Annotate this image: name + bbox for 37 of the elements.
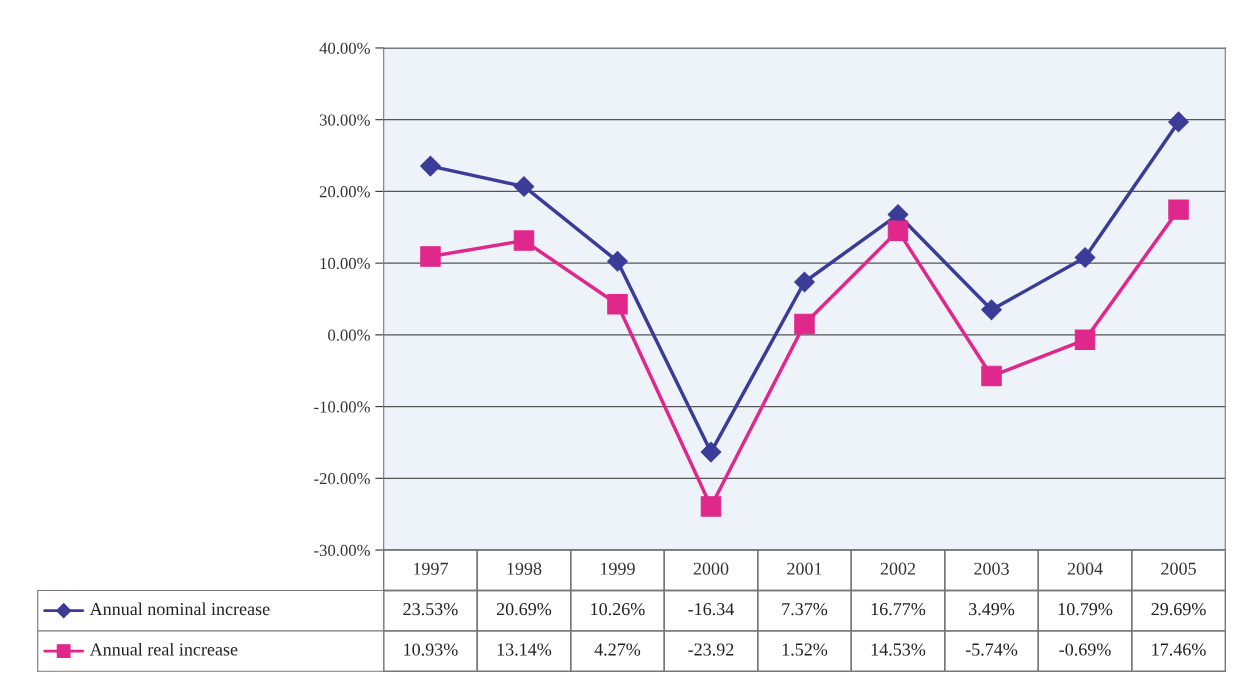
y-tick-label: -10.00% — [314, 401, 370, 413]
data-label: 29.69% — [1151, 603, 1206, 616]
data-label: 23.53% — [403, 603, 458, 616]
data-label: 7.37% — [782, 603, 828, 616]
y-tick-label: 20.00% — [319, 186, 370, 198]
x-tick-label: 2005 — [1161, 562, 1196, 575]
x-tick-label: 2004 — [1067, 562, 1103, 575]
x-tick-label: 2000 — [693, 562, 729, 575]
x-tick-label: 2002 — [880, 562, 916, 575]
x-tick-label: 1998 — [507, 562, 542, 575]
data-label: -0.69% — [1059, 643, 1111, 656]
data-label: 20.69% — [496, 603, 552, 616]
data-label: 14.53% — [871, 643, 926, 656]
legend-label: Annual real increase — [89, 642, 238, 656]
x-tick-label: 2001 — [787, 562, 822, 575]
data-label: -16.34 — [688, 603, 735, 616]
y-tick-label: 40.00% — [319, 42, 370, 54]
y-tick-label: 0.00% — [328, 329, 370, 341]
data-label: 3.49% — [969, 603, 1015, 616]
data-label: 10.79% — [1058, 603, 1113, 616]
legend-label: Annual nominal increase — [89, 602, 270, 616]
y-tick-label: 10.00% — [320, 257, 370, 270]
data-label: 1.52% — [782, 643, 828, 656]
x-tick-label: 1999 — [601, 562, 635, 575]
x-tick-label: 1997 — [413, 562, 448, 575]
data-label: -5.74% — [965, 643, 1018, 656]
data-label: 10.26% — [591, 603, 645, 616]
data-label: 4.27% — [594, 643, 641, 656]
y-tick-label: 30.00% — [319, 114, 370, 126]
data-label: 16.77% — [871, 603, 926, 616]
data-label: -23.92 — [688, 643, 734, 656]
y-tick-label: -30.00% — [314, 544, 370, 557]
data-label: 13.14% — [497, 643, 552, 656]
y-tick-label: -20.00% — [314, 473, 370, 485]
data-label: 10.93% — [404, 643, 458, 656]
x-tick-label: 2003 — [974, 562, 1009, 575]
data-label: 17.46% — [1152, 643, 1206, 656]
